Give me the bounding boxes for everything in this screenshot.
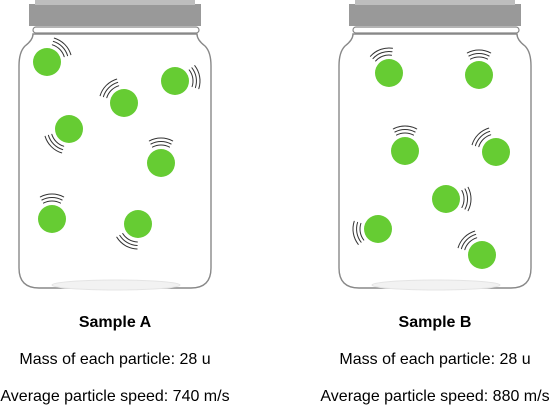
particle xyxy=(99,78,138,117)
sample-b-speed: Average particle speed: 880 m/s xyxy=(320,388,550,405)
motion-line xyxy=(464,188,469,210)
particle xyxy=(352,215,392,245)
motion-line xyxy=(51,44,65,58)
jar-body xyxy=(18,33,212,289)
jar-base-shadow xyxy=(51,279,181,291)
sample-a-speed: Average particle speed: 740 m/s xyxy=(0,388,230,405)
particle xyxy=(369,47,403,87)
particle-circle xyxy=(55,115,83,143)
jar-lid xyxy=(29,4,201,26)
motion-line xyxy=(191,67,197,89)
motion-line xyxy=(51,133,65,147)
particle xyxy=(465,49,493,89)
particle-circle xyxy=(161,67,189,95)
particle-circle xyxy=(38,205,66,233)
motion-line xyxy=(102,81,119,98)
motion-line xyxy=(122,233,138,243)
particle-circle xyxy=(364,215,392,243)
particle-circle xyxy=(33,48,61,76)
particle xyxy=(147,137,175,177)
motion-line xyxy=(474,130,491,147)
particle xyxy=(33,37,72,76)
motion-line xyxy=(41,196,63,201)
motion-line xyxy=(467,186,472,212)
sample-b-title: Sample B xyxy=(398,314,472,331)
jar-rim xyxy=(32,26,200,34)
particle-circle xyxy=(391,137,419,165)
motion-line xyxy=(148,137,174,142)
jar-sample-a xyxy=(18,0,212,291)
motion-line xyxy=(392,125,418,130)
motion-line xyxy=(478,134,492,148)
particle-circle xyxy=(432,185,460,213)
particle-circle xyxy=(468,241,496,269)
motion-line xyxy=(152,144,170,148)
motion-line xyxy=(396,132,414,136)
motion-line xyxy=(39,193,65,198)
sample-a-title: Sample A xyxy=(78,314,152,331)
jar-lid xyxy=(349,4,521,26)
motion-line xyxy=(352,220,359,245)
jar-sample-b xyxy=(338,0,532,291)
motion-line xyxy=(466,49,492,54)
motion-line xyxy=(359,222,365,241)
motion-line xyxy=(468,52,490,57)
motion-line xyxy=(464,237,478,251)
motion-line xyxy=(471,127,490,146)
motion-line xyxy=(52,40,69,57)
motion-line xyxy=(457,230,476,249)
jar-lid-top xyxy=(35,0,195,5)
motion-line xyxy=(470,56,488,60)
motion-line xyxy=(369,47,393,57)
motion-line xyxy=(53,37,72,56)
motion-line xyxy=(356,221,362,243)
motion-line xyxy=(461,190,465,208)
motion-line xyxy=(460,233,477,250)
jar-base-shadow xyxy=(371,279,501,291)
particle-circle xyxy=(124,210,152,238)
particle-circle xyxy=(482,138,510,166)
motion-line xyxy=(394,128,416,133)
motion-line xyxy=(194,65,201,90)
motion-line xyxy=(119,234,138,246)
particle-circle xyxy=(147,149,175,177)
motion-line xyxy=(43,200,61,204)
jar-lid-top xyxy=(355,0,515,5)
particle xyxy=(471,127,510,166)
particle xyxy=(161,65,201,95)
motion-line xyxy=(106,85,120,99)
motion-line xyxy=(99,78,118,97)
motion-line xyxy=(375,54,392,62)
particle xyxy=(391,125,419,165)
particle xyxy=(457,230,496,269)
motion-line xyxy=(44,135,63,154)
particle xyxy=(432,185,472,213)
particle xyxy=(116,210,152,250)
particle-circle xyxy=(375,59,403,87)
particle xyxy=(44,115,83,154)
particle-circle xyxy=(465,61,493,89)
motion-line xyxy=(116,236,138,250)
sample-b-mass: Mass of each particle: 28 u xyxy=(339,351,531,368)
motion-line xyxy=(47,134,64,151)
particle-circle xyxy=(110,89,138,117)
particle xyxy=(38,193,66,233)
motion-line xyxy=(372,50,393,60)
sample-a-mass: Mass of each particle: 28 u xyxy=(19,351,211,368)
motion-line xyxy=(150,140,172,145)
jar-rim xyxy=(352,26,520,34)
motion-line xyxy=(188,69,194,88)
